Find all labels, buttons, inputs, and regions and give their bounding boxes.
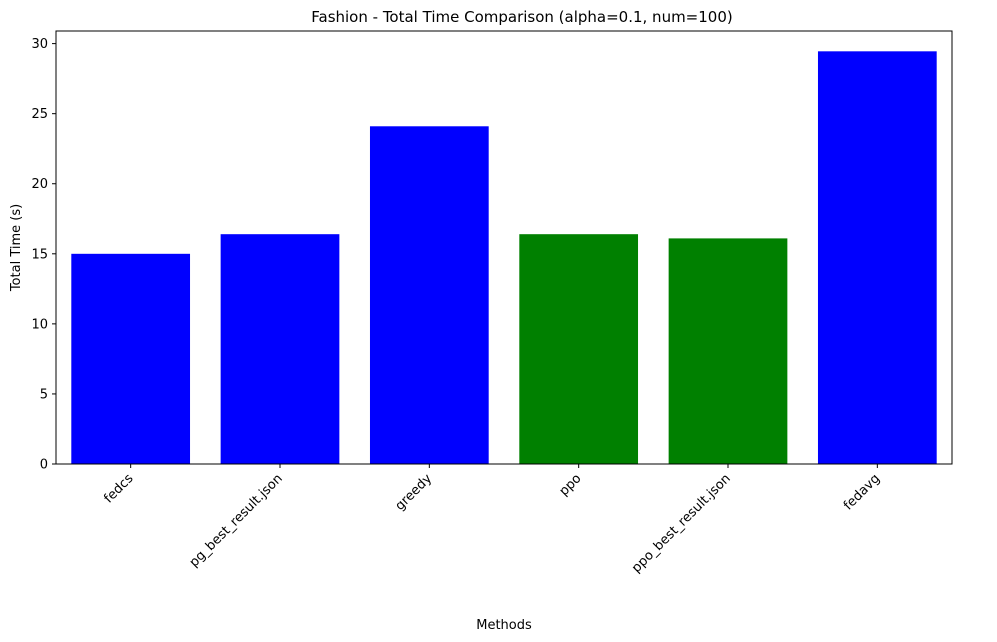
chart-title: Fashion - Total Time Comparison (alpha=0… xyxy=(311,8,733,26)
y-tick-label: 25 xyxy=(31,107,48,122)
bar-fedcs xyxy=(71,253,191,464)
x-axis-label: Methods xyxy=(476,618,532,633)
y-tick-label: 30 xyxy=(31,37,48,52)
bars-layer xyxy=(71,51,937,464)
y-tick-label: 5 xyxy=(40,387,48,402)
y-tick-label: 0 xyxy=(40,458,48,473)
y-axis: 0 5 10 15 20 25 30 xyxy=(31,37,56,473)
x-tick-label: ppo xyxy=(557,471,585,499)
y-tick-label: 15 xyxy=(31,247,48,262)
x-tick-label: pg_best_result.json xyxy=(187,471,286,570)
bar-greedy xyxy=(369,126,489,464)
bar-fedavg xyxy=(817,51,937,464)
bar-ppo xyxy=(519,234,639,464)
x-tick-label: fedcs xyxy=(101,471,136,506)
x-tick-label: ppo_best_result.json xyxy=(629,471,734,576)
x-tick-label: fedavg xyxy=(841,471,883,513)
x-axis: fedcs pg_best_result.json greedy ppo ppo_bes… xyxy=(101,464,883,576)
plot-frame xyxy=(55,30,953,465)
y-tick-label: 20 xyxy=(31,177,48,192)
x-tick-label: greedy xyxy=(393,471,436,514)
y-axis-label: Total Time (s) xyxy=(9,204,24,292)
bar-ppo-best-result-json xyxy=(668,238,788,464)
y-tick-label: 10 xyxy=(31,317,48,332)
bar-pg-best-result-json xyxy=(220,234,340,464)
